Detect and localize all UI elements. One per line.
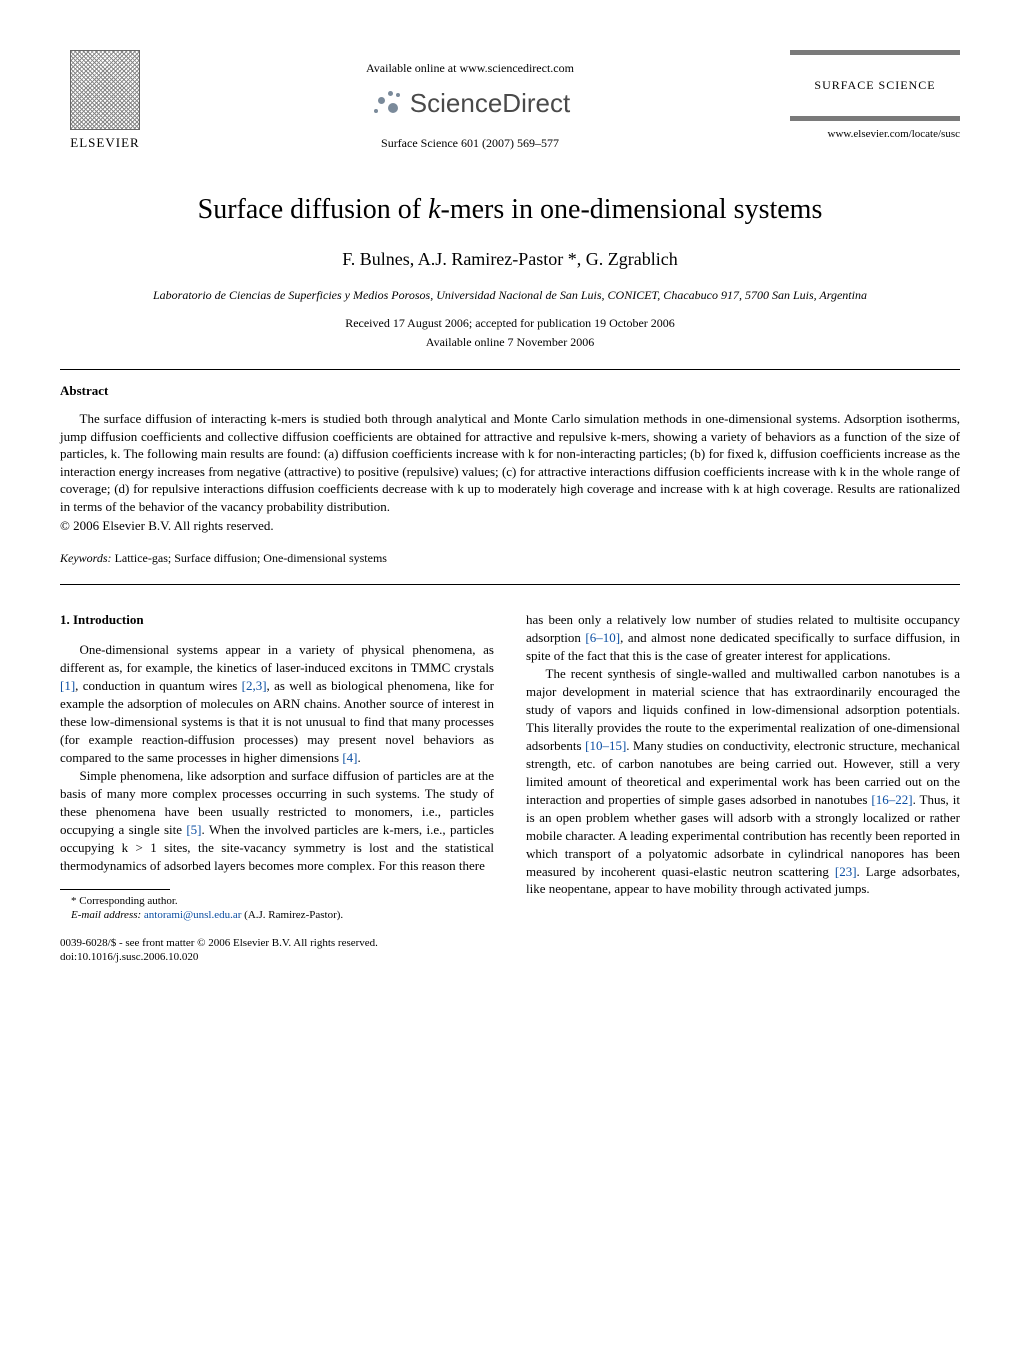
abstract-copyright: © 2006 Elsevier B.V. All rights reserved…	[60, 517, 960, 535]
elsevier-tree-icon	[70, 50, 140, 130]
intro-p1-a: One-dimensional systems appear in a vari…	[60, 642, 494, 675]
journal-reference: Surface Science 601 (2007) 569–577	[150, 135, 790, 152]
publisher-name: ELSEVIER	[70, 134, 139, 152]
body-columns: 1. Introduction One-dimensional systems …	[60, 611, 960, 922]
journal-url: www.elsevier.com/locate/susc	[790, 127, 960, 142]
ref-6-10-link[interactable]: [6–10]	[585, 630, 620, 645]
column-left: 1. Introduction One-dimensional systems …	[60, 611, 494, 922]
affiliation: Laboratorio de Ciencias de Superficies y…	[60, 287, 960, 304]
keywords-values: Lattice-gas; Surface diffusion; One-dime…	[112, 551, 387, 565]
email-link[interactable]: antorami@unsl.edu.ar	[144, 909, 242, 921]
column-right: has been only a relatively low number of…	[526, 611, 960, 922]
intro-heading: 1. Introduction	[60, 611, 494, 629]
email-label: E-mail address:	[71, 909, 144, 921]
journal-box-title: SURFACE SCIENCE	[790, 77, 960, 94]
publisher-logo-block: ELSEVIER	[60, 50, 150, 152]
abstract-heading: Abstract	[60, 382, 960, 400]
available-online-text: Available online at www.sciencedirect.co…	[150, 60, 790, 77]
rule-above-abstract	[60, 369, 960, 370]
ref-23-link[interactable]: [23]	[835, 864, 857, 879]
ref-10-15-link[interactable]: [10–15]	[585, 738, 626, 753]
journal-box-bar-bottom	[790, 116, 960, 121]
ref-1-link[interactable]: [1]	[60, 678, 75, 693]
col2-p1: has been only a relatively low number of…	[526, 611, 960, 665]
intro-p2: Simple phenomena, like adsorption and su…	[60, 767, 494, 875]
footer-copyright: 0039-6028/$ - see front matter © 2006 El…	[60, 936, 960, 950]
intro-p1: One-dimensional systems appear in a vari…	[60, 641, 494, 767]
ref-16-22-link[interactable]: [16–22]	[871, 792, 912, 807]
page-header: ELSEVIER Available online at www.science…	[60, 50, 960, 152]
sciencedirect-dots-icon	[370, 89, 402, 117]
email-footnote: E-mail address: antorami@unsl.edu.ar (A.…	[60, 908, 494, 922]
rule-below-abstract	[60, 584, 960, 585]
footer-doi: doi:10.1016/j.susc.2006.10.020	[60, 950, 960, 964]
ref-4-link[interactable]: [4]	[342, 750, 357, 765]
received-date: Received 17 August 2006; accepted for pu…	[60, 315, 960, 332]
journal-box-bar-top	[790, 50, 960, 55]
sciencedirect-name: ScienceDirect	[410, 85, 570, 121]
keywords-label: Keywords:	[60, 551, 112, 565]
keywords-line: Keywords: Lattice-gas; Surface diffusion…	[60, 550, 960, 567]
ref-2-3-link[interactable]: [2,3]	[242, 678, 267, 693]
corresponding-author-footnote: * Corresponding author.	[60, 894, 494, 908]
col2-p2: The recent synthesis of single-walled an…	[526, 665, 960, 898]
footer-meta: 0039-6028/$ - see front matter © 2006 El…	[60, 936, 960, 965]
authors-line: F. Bulnes, A.J. Ramirez-Pastor *, G. Zgr…	[60, 247, 960, 272]
title-prefix: Surface diffusion of	[198, 194, 428, 225]
title-k-italic: k	[428, 194, 440, 225]
available-online-date: Available online 7 November 2006	[60, 334, 960, 351]
header-center: Available online at www.sciencedirect.co…	[150, 50, 790, 152]
journal-box: SURFACE SCIENCE www.elsevier.com/locate/…	[790, 50, 960, 142]
title-suffix: -mers in one-dimensional systems	[441, 194, 823, 225]
intro-p1-b: , conduction in quantum wires	[75, 678, 241, 693]
sciencedirect-logo: ScienceDirect	[150, 85, 790, 121]
footnote-separator	[60, 889, 170, 890]
abstract-text: The surface diffusion of interacting k-m…	[60, 410, 960, 515]
ref-5-link[interactable]: [5]	[186, 822, 201, 837]
intro-p1-d: .	[358, 750, 361, 765]
article-title: Surface diffusion of k-mers in one-dimen…	[60, 190, 960, 229]
email-suffix: (A.J. Ramirez-Pastor).	[241, 909, 343, 921]
